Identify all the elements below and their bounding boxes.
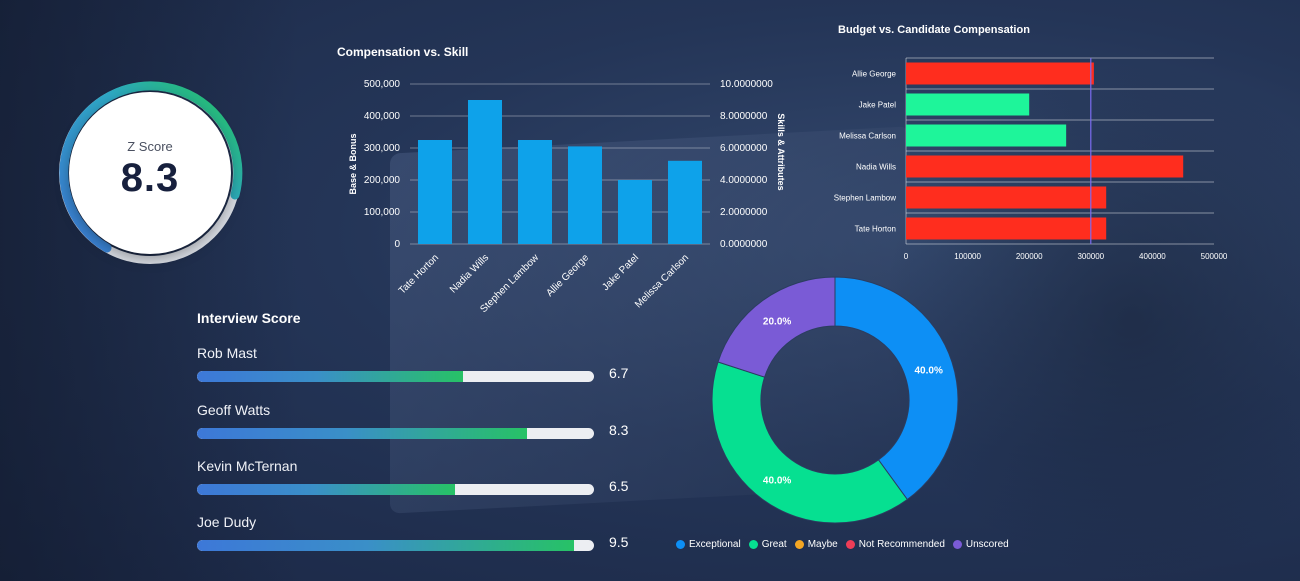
z-score-ring [59,81,243,264]
legend-label: Exceptional [689,539,741,550]
interview-fill [197,428,527,439]
legend-swatch [794,540,804,549]
y2-tick-label: 2.0000000 [720,207,768,218]
x-tick-label: 0 [904,252,909,261]
donut-slice [717,276,836,378]
background-person [880,60,1300,581]
bar [668,160,702,244]
interview-track [197,428,594,439]
bar [906,124,1067,147]
interview-row: Rob Mast 6.7 [197,345,629,395]
interview-track [197,540,594,551]
legend-swatch [748,540,758,549]
y-axis-label: Base & Bonus [348,133,358,194]
interview-score: 8.3 [609,422,629,438]
y2-tick-label: 6.0000000 [720,143,768,154]
interview-name: Geoff Watts [197,402,271,418]
bar [418,140,452,244]
bar [906,62,1094,85]
interview-row: Kevin McTernan 6.5 [197,458,629,508]
interview-name: Joe Dudy [197,514,257,530]
x-tick-label: 500000 [1201,252,1228,261]
bar [618,180,652,244]
y-tick-label: Tate Horton [855,225,896,234]
donut-slice [834,276,959,501]
z-score-gauge: Z Score 8.3 [55,78,245,268]
interview-title: Interview Score [197,310,301,326]
rating-donut-chart: 40.0% 40.0% 20.0% [711,276,959,524]
budget-chart: Allie George Jake Patel Melissa Carlson Nad… [834,57,1228,261]
legend-item[interactable]: Unscored [952,539,1009,550]
y-tick-label: Stephen Lambow [834,194,896,203]
bar [906,186,1107,209]
interview-fill [197,540,575,551]
legend-item[interactable]: Not Recommended [845,539,945,550]
legend-label: Not Recommended [858,539,945,550]
bar [906,155,1184,178]
x-tick-label: 100000 [954,252,981,261]
x-tick-label: 200000 [1016,252,1043,261]
donut-slice [711,361,908,524]
legend-swatch [952,540,962,549]
comp-skill-title: Compensation vs. Skill [337,45,469,59]
x-tick-label: Tate Horton [397,252,441,296]
x-tick-label: 300000 [1077,252,1104,261]
z-score-label: Z Score [127,139,173,154]
interview-track [197,484,594,495]
y-tick-label: 100,000 [364,207,401,218]
y2-tick-label: 0.0000000 [720,239,768,250]
y2-tick-label: 4.0000000 [720,175,768,186]
slice-label: 20.0% [763,316,791,327]
bar [518,140,552,244]
legend-label: Maybe [807,539,838,550]
legend-swatch [845,540,855,549]
bar [468,100,502,244]
legend-item[interactable]: Maybe [794,539,838,550]
y-tick-label: 500,000 [364,79,401,90]
y-tick-label: Nadia Wills [856,163,896,172]
interview-row: Geoff Watts 8.3 [197,402,629,452]
interview-score: 6.5 [609,478,629,494]
x-tick-label: 400000 [1139,252,1166,261]
interview-score: 6.7 [609,365,629,381]
y-tick-label: Melissa Carlson [839,132,896,141]
x-tick-label: Allie George [544,252,591,299]
y2-tick-label: 10.0000000 [720,79,773,90]
budget-title: Budget vs. Candidate Compensation [838,24,1030,36]
y-tick-label: Jake Patel [859,101,897,110]
donut-legend: Exceptional Great Maybe Not Recommended … [676,539,1009,550]
bar [906,93,1030,116]
x-tick-label: Jake Patel [600,252,641,293]
slice-label: 40.0% [914,366,942,377]
interview-fill [197,371,463,382]
y-tick-label: 200,000 [364,175,401,186]
interview-score: 9.5 [609,534,629,550]
z-score-card: Z Score 8.3 [69,92,231,254]
bar [906,217,1107,240]
bar [568,146,602,244]
legend-item[interactable]: Exceptional [676,539,741,550]
interview-track [197,371,594,382]
y-tick-label: Allie George [852,70,897,79]
comp-skill-chart: 0 0.0000000 100,000 2.0000000 200,000 4.00000… [348,79,786,315]
interview-name: Kevin McTernan [197,458,298,474]
legend-label: Great [761,539,787,550]
y-tick-label: 0 [394,239,400,250]
slice-label: 40.0% [763,476,791,487]
y2-axis-label: Skills & Attributes [776,113,786,190]
interview-fill [197,484,456,495]
legend-item[interactable]: Great [748,539,787,550]
y-tick-label: 400,000 [364,111,401,122]
y2-tick-label: 8.0000000 [720,111,768,122]
legend-swatch [676,540,685,549]
x-tick-label: Melissa Carlson [633,252,691,310]
y-tick-label: 300,000 [364,143,401,154]
x-tick-label: Nadia Wills [448,252,491,295]
interview-name: Rob Mast [197,345,257,361]
interview-row: Joe Dudy 9.5 [197,514,629,564]
z-score-value: 8.3 [120,156,180,200]
legend-label: Unscored [965,539,1009,550]
